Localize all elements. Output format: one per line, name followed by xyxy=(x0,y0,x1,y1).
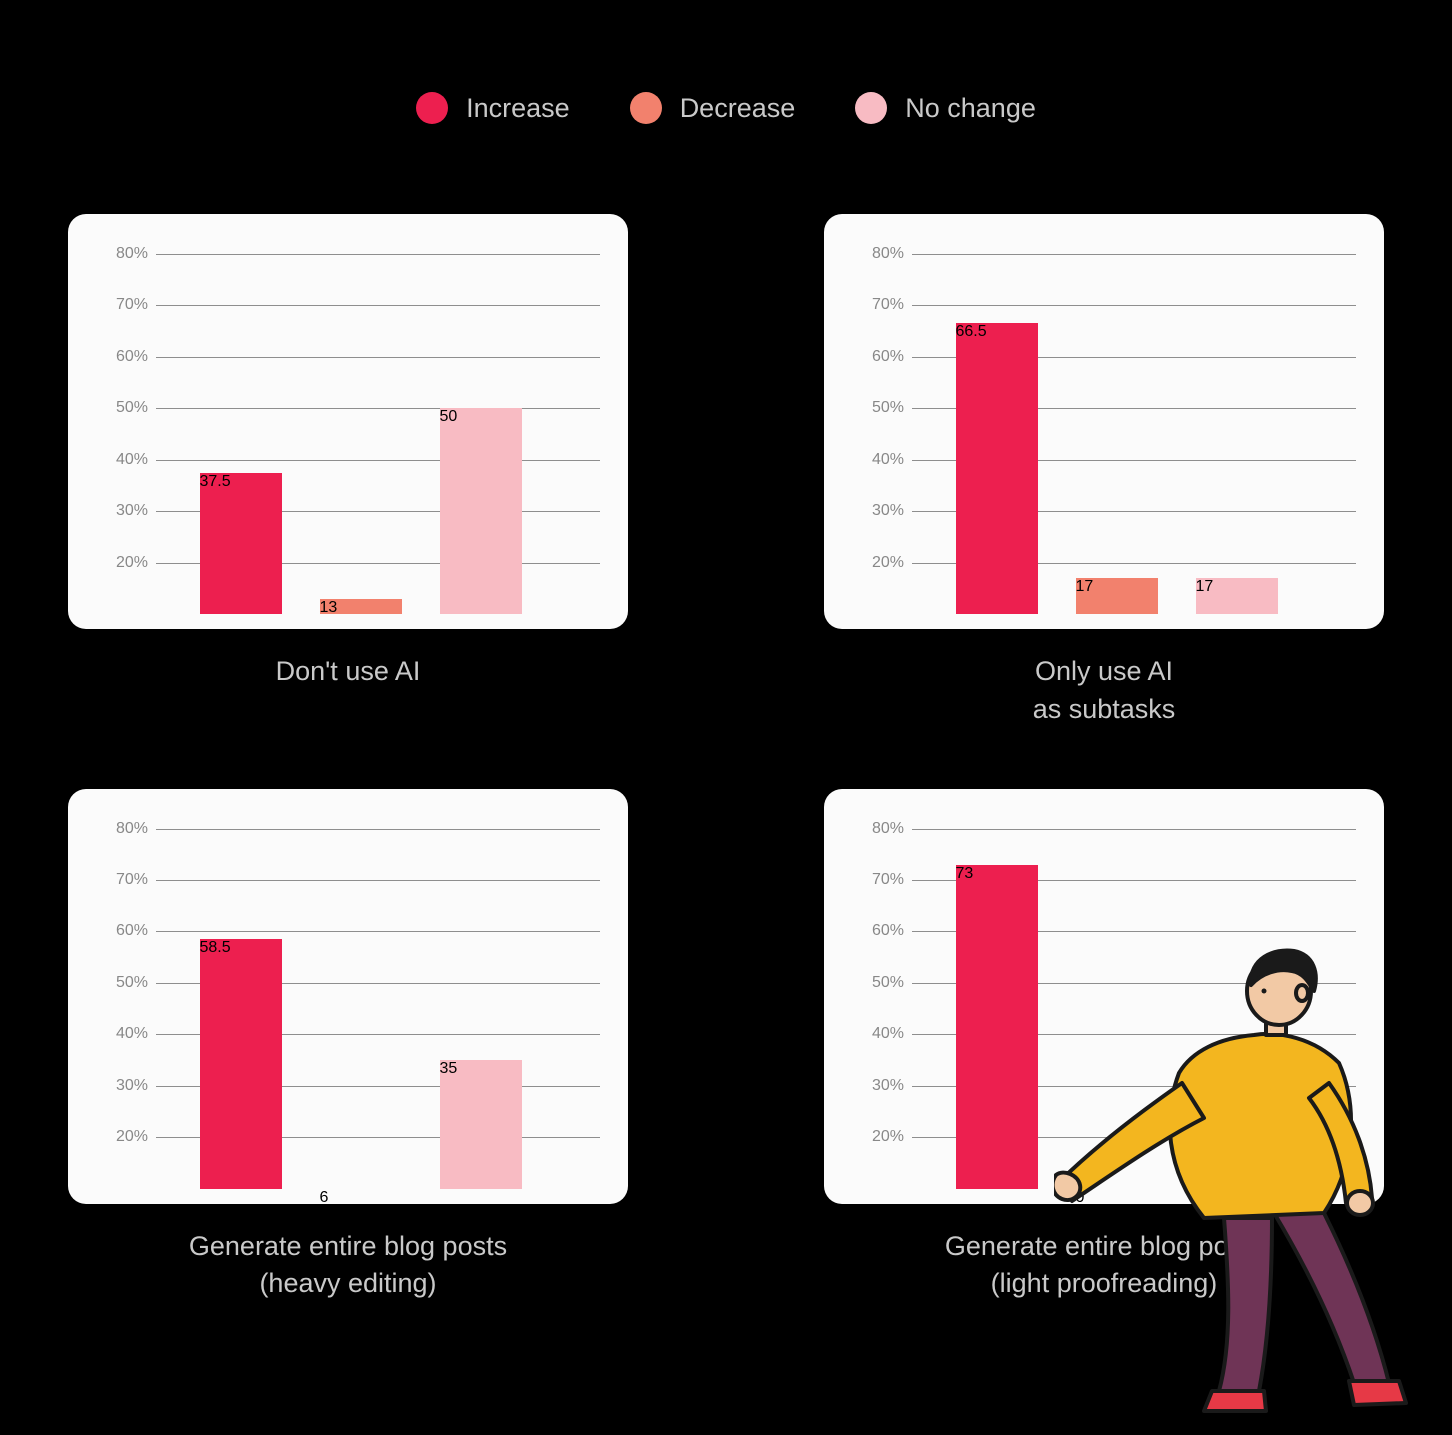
bar: 27 xyxy=(1196,1101,1278,1188)
legend-item: Decrease xyxy=(630,92,796,124)
y-tick-label: 30% xyxy=(98,1077,148,1095)
bar: 73 xyxy=(956,865,1038,1189)
bar: 35 xyxy=(440,1060,522,1189)
y-tick-label: 40% xyxy=(98,1025,148,1043)
bar: 58.5 xyxy=(200,939,282,1188)
chart-area: 20%30%40%50%60%70%80%73027 xyxy=(912,829,1356,1189)
y-tick-label: 80% xyxy=(98,245,148,263)
legend-label: Increase xyxy=(466,93,570,124)
bar: 50 xyxy=(440,408,522,614)
y-tick-label: 50% xyxy=(854,974,904,992)
y-tick-label: 70% xyxy=(854,871,904,889)
bars-container: 66.5 17 17 xyxy=(912,254,1356,614)
chart-panel: 20% 30% 40% 50% 60% 70% 80% 73027 xyxy=(824,789,1384,1204)
y-tick-label: 80% xyxy=(98,820,148,838)
chart-panel-wrap: 20% 30% 40% 50% 60% 70% 80% 58.5635 Generate ent… xyxy=(55,789,641,1304)
bar: 13 xyxy=(320,599,402,614)
bars-container: 58.5635 xyxy=(156,829,600,1189)
y-tick-label: 80% xyxy=(854,245,904,263)
bars-container: 37.5 13 50 xyxy=(156,254,600,614)
y-tick-label: 60% xyxy=(854,348,904,366)
y-tick-label: 20% xyxy=(854,554,904,572)
y-tick-label: 60% xyxy=(98,348,148,366)
chart-area: 20%30%40%50%60%70%80%66.51717 xyxy=(912,254,1356,614)
y-tick-label: 50% xyxy=(854,399,904,417)
chart-panel-wrap: 20% 30% 40% 50% 60% 70% 80% 73027 Generate entir… xyxy=(811,789,1397,1304)
chart-panel: 20% 30% 40% 50% 60% 70% 80% 58.5635 xyxy=(68,789,628,1204)
legend-swatch xyxy=(630,92,662,124)
y-tick-label: 30% xyxy=(854,1077,904,1095)
legend-label: Decrease xyxy=(680,93,796,124)
legend: Increase Decrease No change xyxy=(0,0,1452,164)
chart-panel: 20% 30% 40% 50% 60% 70% 80% 37.5 13 50 xyxy=(68,214,628,629)
y-tick-label: 50% xyxy=(98,399,148,417)
y-tick-label: 40% xyxy=(854,451,904,469)
bar: 17 xyxy=(1076,578,1158,614)
y-tick-label: 20% xyxy=(854,1128,904,1146)
chart-grid: 20% 30% 40% 50% 60% 70% 80% 37.5 13 50 Don't use A… xyxy=(0,164,1452,1303)
y-tick-label: 40% xyxy=(854,1025,904,1043)
bar: 66.5 xyxy=(956,323,1038,614)
chart-caption: Generate entire blog posts (heavy editin… xyxy=(189,1228,507,1304)
chart-area: 20%30%40%50%60%70%80%37.51350 xyxy=(156,254,600,614)
y-tick-label: 30% xyxy=(854,502,904,520)
y-tick-label: 50% xyxy=(98,974,148,992)
chart-caption: Only use AI as subtasks xyxy=(1033,653,1176,729)
chart-panel-wrap: 20% 30% 40% 50% 60% 70% 80% 66.5 17 17 Only use AI… xyxy=(811,214,1397,729)
legend-item: No change xyxy=(855,92,1036,124)
y-tick-label: 20% xyxy=(98,1128,148,1146)
chart-caption: Don't use AI xyxy=(276,653,421,691)
y-tick-label: 30% xyxy=(98,502,148,520)
legend-label: No change xyxy=(905,93,1036,124)
y-tick-label: 60% xyxy=(98,922,148,940)
chart-panel: 20% 30% 40% 50% 60% 70% 80% 66.5 17 17 xyxy=(824,214,1384,629)
bar: 37.5 xyxy=(200,473,282,614)
y-tick-label: 20% xyxy=(98,554,148,572)
legend-swatch xyxy=(416,92,448,124)
y-tick-label: 40% xyxy=(98,451,148,469)
y-tick-label: 70% xyxy=(98,871,148,889)
y-tick-label: 70% xyxy=(98,296,148,314)
y-tick-label: 80% xyxy=(854,820,904,838)
y-tick-label: 70% xyxy=(854,296,904,314)
chart-area: 20%30%40%50%60%70%80%58.5635 xyxy=(156,829,600,1189)
bar: 17 xyxy=(1196,578,1278,614)
y-tick-label: 60% xyxy=(854,922,904,940)
chart-caption: Generate entire blog posts (light proofr… xyxy=(945,1228,1263,1304)
legend-item: Increase xyxy=(416,92,570,124)
bars-container: 73027 xyxy=(912,829,1356,1189)
chart-panel-wrap: 20% 30% 40% 50% 60% 70% 80% 37.5 13 50 Don't use A… xyxy=(55,214,641,729)
legend-swatch xyxy=(855,92,887,124)
